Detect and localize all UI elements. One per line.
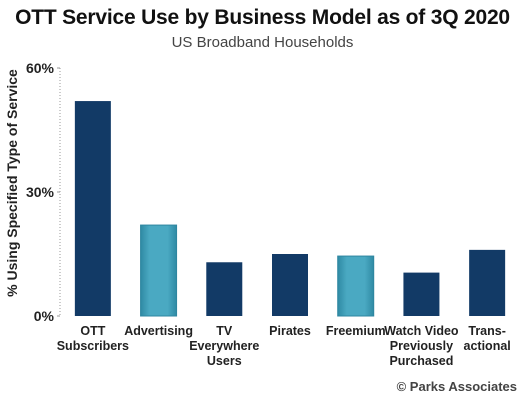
bar: [272, 254, 308, 316]
x-tick-label: Trans-: [468, 324, 506, 338]
bar: [337, 255, 375, 317]
y-tick-label: 0%: [34, 308, 55, 324]
x-tick-label: Freemium: [326, 324, 386, 338]
source-credit: © Parks Associates: [396, 379, 517, 394]
x-tick-label: OTT: [80, 324, 105, 338]
bar: [140, 224, 178, 317]
x-tick-label: Watch Video: [384, 324, 459, 338]
x-tick-label: Purchased: [389, 354, 453, 368]
chart-subtitle: US Broadband Households: [171, 34, 354, 51]
x-tick-label: Advertising: [124, 324, 193, 338]
x-tick-label: Users: [207, 354, 242, 368]
x-tick-label: Pirates: [269, 324, 311, 338]
x-tick-label: Previously: [390, 339, 453, 353]
x-tick-label: TV: [216, 324, 233, 338]
bar: [403, 272, 440, 316]
chart-title: OTT Service Use by Business Model as of …: [15, 6, 510, 29]
bar: [206, 262, 243, 316]
y-tick-label: 60%: [26, 60, 55, 76]
bar: [469, 249, 506, 316]
x-tick-label: Everywhere: [189, 339, 259, 353]
x-tick-label: Subscribers: [57, 339, 129, 353]
bar: [74, 101, 111, 316]
y-tick-label: 30%: [26, 184, 55, 200]
x-tick-label: actional: [464, 339, 511, 353]
